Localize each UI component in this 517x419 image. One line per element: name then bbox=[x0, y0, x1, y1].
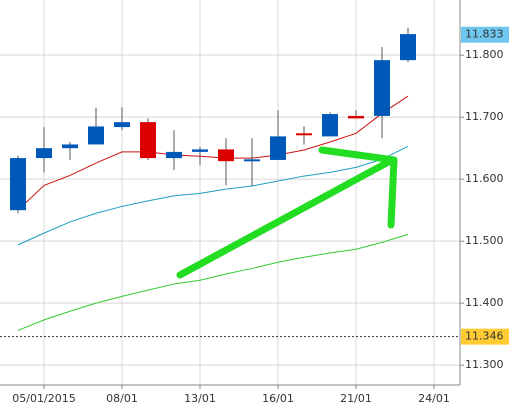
arrow bbox=[176, 146, 398, 279]
candle-body bbox=[374, 60, 390, 116]
candle-body bbox=[192, 149, 208, 152]
marks bbox=[0, 27, 460, 338]
candle-body bbox=[114, 122, 130, 128]
y-tick-label: 11.600 bbox=[465, 172, 504, 185]
candle-body bbox=[10, 158, 26, 211]
x-tick-label: 16/01 bbox=[262, 392, 294, 405]
y-tick-label: 11.500 bbox=[465, 234, 504, 247]
arrow-head bbox=[318, 146, 398, 164]
x-tick-label: 21/01 bbox=[340, 392, 372, 405]
x-tick-label: 24/01 bbox=[418, 392, 450, 405]
last-price-label: 11.833 bbox=[465, 28, 504, 41]
candle-body bbox=[166, 151, 182, 159]
candle-body bbox=[218, 149, 234, 162]
last-price-box bbox=[461, 26, 509, 43]
reference-label-box bbox=[461, 328, 509, 345]
y-tick-label: 11.800 bbox=[465, 48, 504, 61]
y-tick-label: 11.700 bbox=[465, 110, 504, 123]
candle-body bbox=[400, 34, 416, 61]
moving-average-line bbox=[17, 95, 409, 211]
candle-body bbox=[62, 144, 78, 149]
x-tick-label: 05/01/2015 bbox=[12, 392, 75, 405]
arrow-shaft bbox=[176, 156, 396, 279]
moving-average-line bbox=[17, 233, 409, 331]
reference-label: 11.346 bbox=[465, 330, 504, 343]
candle-body bbox=[36, 148, 52, 159]
candle-body bbox=[296, 133, 312, 136]
candle-body bbox=[88, 126, 104, 145]
x-tick-label: 13/01 bbox=[184, 392, 216, 405]
labels: 11.300 11.400 11.500 11.600 11.700 11.800 05/0… bbox=[12, 26, 509, 405]
y-tick-label: 11.400 bbox=[465, 296, 504, 309]
candle-body bbox=[348, 115, 364, 119]
moving-average-line bbox=[17, 145, 409, 246]
candle-body bbox=[270, 136, 286, 160]
candle-body bbox=[140, 122, 156, 159]
candle-body bbox=[244, 159, 260, 162]
y-tick-label: 11.300 bbox=[465, 358, 504, 371]
candle-body bbox=[322, 114, 338, 137]
arrow-head bbox=[387, 156, 398, 229]
x-tick-label: 08/01 bbox=[106, 392, 138, 405]
grid bbox=[0, 0, 460, 385]
